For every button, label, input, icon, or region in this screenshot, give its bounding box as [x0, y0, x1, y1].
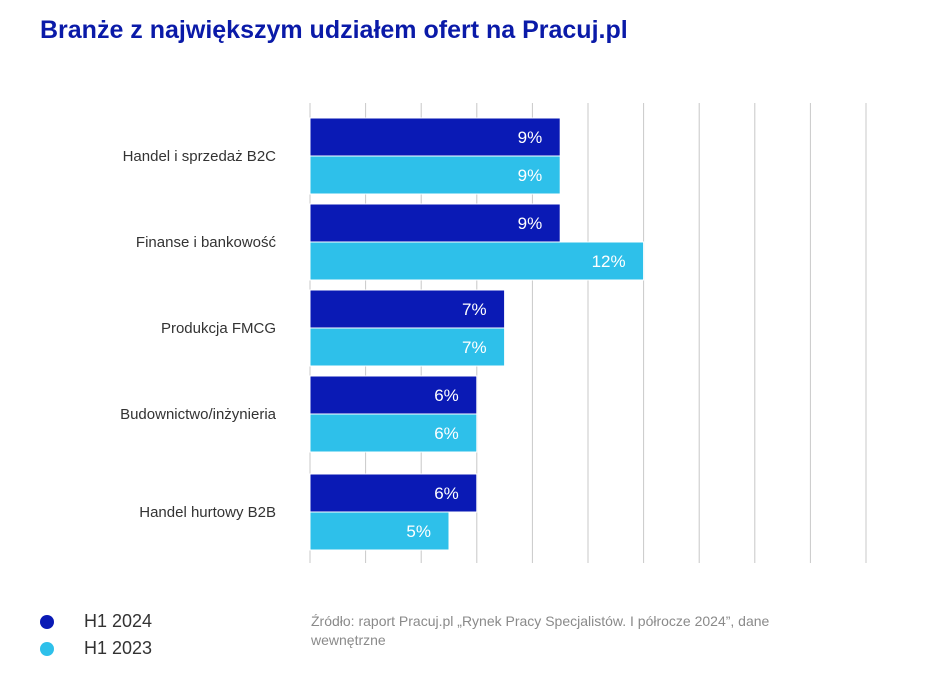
bar-chart: Handel i sprzedaż B2C Finanse i bankowość…	[120, 103, 867, 563]
bar-h1-2024	[309, 473, 478, 513]
bar-h1-2023	[309, 511, 450, 551]
bar-h1-2024	[309, 289, 506, 329]
bar-h1-2024	[309, 117, 561, 157]
bar-h1-2023	[309, 413, 478, 453]
category-label: Produkcja FMCG	[161, 320, 276, 337]
bar-value-label: 7%	[462, 300, 487, 319]
legend-item-h1-2024: H1 2024	[40, 608, 152, 635]
legend-dot-h1-2023	[40, 641, 54, 656]
bar-value-label: 7%	[462, 338, 487, 357]
bar-h1-2024	[309, 375, 478, 415]
bar-h1-2023	[309, 155, 561, 195]
bar-value-label: 6%	[434, 386, 459, 405]
category-label: Finanse i bankowość	[136, 234, 277, 251]
legend-item-h1-2023: H1 2023	[40, 635, 152, 662]
bar-h1-2023	[309, 241, 645, 281]
category-labels: Handel i sprzedaż B2C Finanse i bankowość…	[120, 148, 277, 521]
bar-value-label: 6%	[434, 484, 459, 503]
category-label: Handel hurtowy B2B	[139, 504, 276, 521]
legend-label: H1 2024	[84, 611, 153, 631]
category-label: Budownictwo/inżynieria	[120, 406, 277, 423]
source-note: Źródło: raport Pracuj.pl „Rynek Pracy Sp…	[311, 613, 770, 648]
bar-value-label: 6%	[434, 424, 459, 443]
bar-value-label: 9%	[518, 214, 543, 233]
bar-value-label: 9%	[518, 166, 543, 185]
bar-value-label: 5%	[406, 522, 431, 541]
legend-label: H1 2023	[84, 638, 153, 658]
bar-value-label: 12%	[592, 252, 626, 271]
bar-value-label: 9%	[518, 128, 543, 147]
chart-title: Branże z największym udziałem ofert na P…	[40, 16, 628, 44]
bar-h1-2023	[309, 327, 506, 367]
bar-h1-2024	[309, 203, 561, 243]
category-label: Handel i sprzedaż B2C	[123, 148, 277, 165]
bars: 9%9%9%12%7%7%6%6%6%5%	[309, 117, 645, 551]
legend-dot-h1-2024	[40, 614, 54, 629]
legend: H1 2024 H1 2023	[40, 608, 152, 662]
